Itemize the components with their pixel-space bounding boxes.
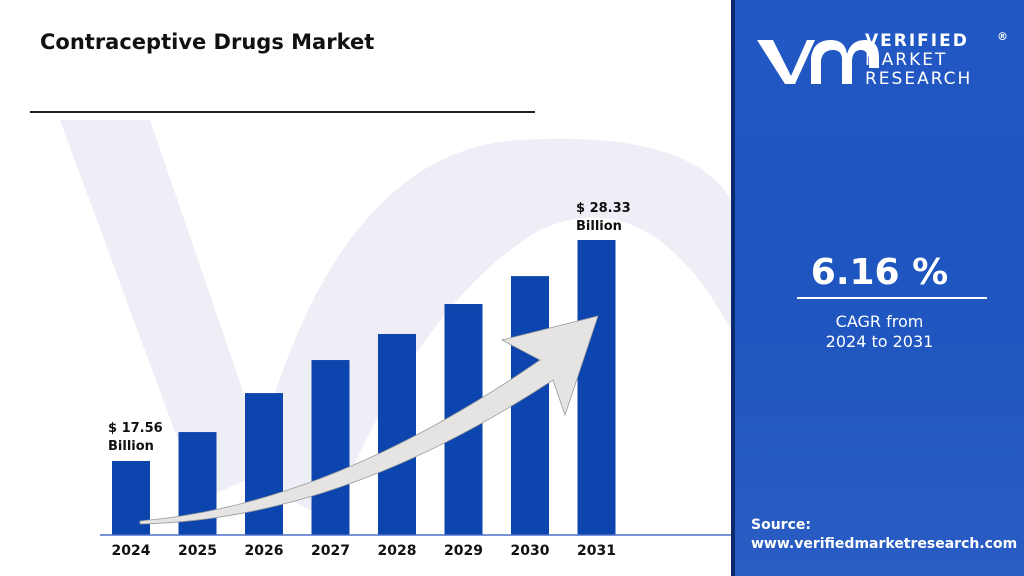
x-tick-label: 2029 (444, 543, 483, 559)
chart-panel: Contraceptive Drugs Market $ 17.56 Billi… (30, 30, 731, 559)
source-label: Source: (751, 517, 811, 533)
bar-2031 (577, 240, 616, 535)
brand-research: RESEARCH (865, 69, 973, 89)
bar-chart: $ 17.56 Billion $ 28.33 Billion 2024 2025… (100, 201, 731, 559)
x-tick-label: 2030 (511, 543, 550, 559)
info-panel: VERIFIED ® MARKET RESEARCH 6.16 % CAGR f… (731, 0, 1024, 576)
x-tick-label: 2025 (178, 543, 217, 559)
cagr-value: 6.16 % (810, 252, 949, 293)
cagr-line2: 2024 to 2031 (825, 332, 934, 351)
trend-arrow (139, 315, 599, 525)
brand-verified: VERIFIED (865, 31, 969, 51)
chart-title: Contraceptive Drugs Market (40, 30, 375, 54)
first-unit-label: Billion (108, 439, 154, 454)
registered-mark: ® (997, 30, 1010, 43)
brand-market: MARKET (865, 50, 948, 70)
cagr-caption: CAGR from 2024 to 2031 (735, 312, 1024, 352)
title-divider (30, 111, 535, 113)
source: Source: www.verifiedmarketresearch.com (751, 516, 1017, 554)
first-value-label: $ 17.56 (108, 421, 163, 436)
cagr-divider (797, 297, 987, 299)
last-value-label: $ 28.33 (576, 201, 631, 216)
source-url[interactable]: www.verifiedmarketresearch.com (751, 536, 1018, 552)
bar-2026 (245, 393, 283, 535)
bar-2027 (311, 360, 350, 535)
bar-2028 (378, 333, 416, 535)
bar-2030 (511, 276, 549, 535)
x-tick-label: 2031 (577, 543, 616, 559)
x-tick-label: 2024 (112, 543, 151, 559)
vmr-logo (757, 40, 879, 84)
last-unit-label: Billion (576, 219, 622, 234)
x-tick-label: 2027 (311, 543, 350, 559)
x-tick-label: 2028 (378, 543, 417, 559)
watermark-logo (60, 120, 731, 520)
x-tick-label: 2026 (245, 543, 284, 559)
cagr-line1: CAGR from (835, 312, 924, 331)
